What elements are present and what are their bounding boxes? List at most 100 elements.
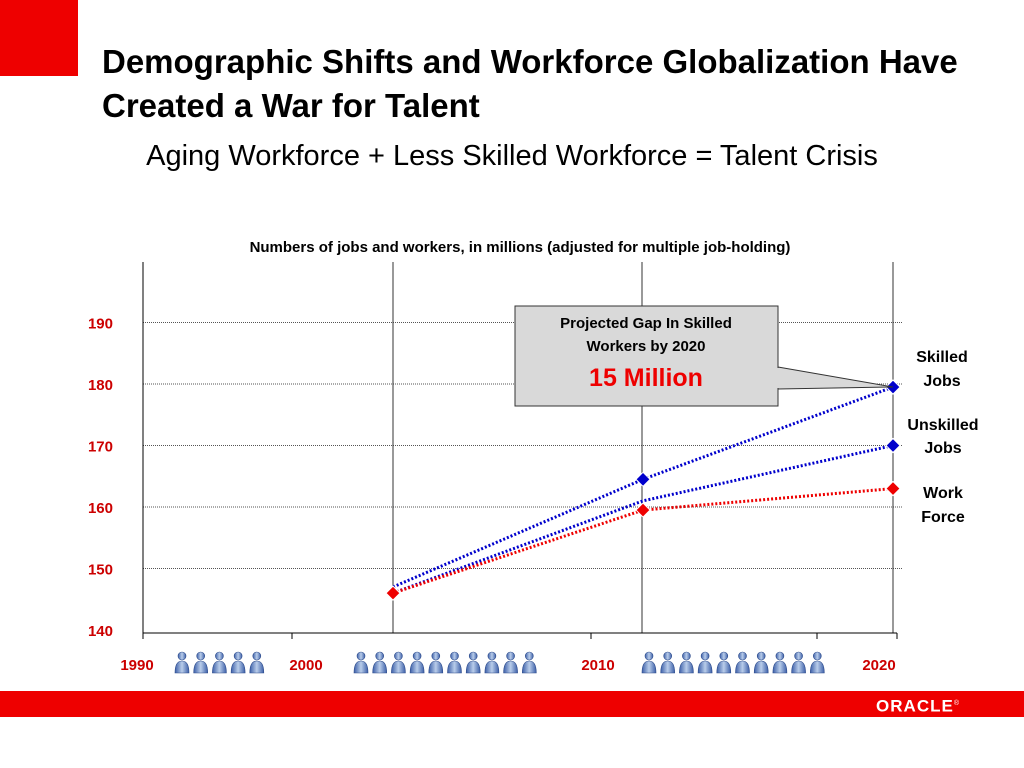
- person-icon: [503, 651, 518, 674]
- person-icon-body: [230, 660, 246, 674]
- person-icon-body: [697, 660, 713, 674]
- person-icon-body: [809, 660, 825, 674]
- label-workforce-line-2: Force: [921, 509, 965, 526]
- person-icon-body: [353, 660, 369, 674]
- person-icon: [791, 651, 806, 674]
- person-icon-body: [660, 660, 676, 674]
- label-workforce-line-1: Work: [923, 485, 963, 502]
- person-icon: [772, 651, 788, 674]
- person-icon-head: [450, 651, 459, 661]
- person-icon: [428, 651, 444, 674]
- callout-box: [514, 305, 779, 407]
- person-icon-head: [738, 651, 747, 661]
- data-point-work-force: [885, 480, 901, 497]
- person-icon-body: [679, 660, 694, 674]
- label-unskilled-line-1: Unskilled: [907, 417, 978, 434]
- y-tick-label: 180: [88, 377, 113, 394]
- person-icon-head: [700, 651, 710, 661]
- person-icon-head: [682, 651, 691, 661]
- person-icon: [391, 651, 406, 674]
- y-tick-label: 170: [88, 439, 113, 456]
- person-icon: [230, 651, 246, 674]
- person-icon-body: [641, 660, 657, 674]
- person-icon: [679, 651, 694, 674]
- person-icon: [753, 651, 769, 674]
- data-point-skilled-jobs: [635, 471, 651, 488]
- person-icon: [484, 651, 500, 674]
- label-skilled-line-2: Jobs: [923, 373, 960, 390]
- chart-markers: [385, 379, 901, 601]
- person-icon: [809, 651, 825, 674]
- person-icon-body: [372, 660, 388, 674]
- person-icon: [193, 651, 209, 674]
- person-icon: [641, 651, 657, 674]
- person-icon: [521, 651, 537, 674]
- data-point-work-force: [385, 585, 401, 601]
- y-tick-label: 190: [88, 316, 113, 333]
- y-tick-label: 140: [88, 623, 113, 640]
- oracle-logo: ORACLE®: [876, 696, 960, 716]
- line-chart: 140 150 160 170 180 190 1990 2000 2010 2020 Numbe…: [88, 239, 979, 674]
- callout-joint: [776, 368, 780, 388]
- person-icon-head: [812, 651, 822, 661]
- person-icon-body: [521, 660, 537, 674]
- callout-line-1: Projected Gap In Skilled: [560, 315, 732, 332]
- x-tick-label: 2000: [289, 657, 322, 674]
- series-labels: Skilled Jobs Unskilled Jobs Work Force: [907, 349, 978, 526]
- oracle-logo-text: ORACLE: [876, 696, 954, 716]
- person-icon: [212, 651, 227, 674]
- person-icon-head: [215, 651, 224, 661]
- series-line-unskilled-jobs: [392, 444, 894, 595]
- footer-bar: [0, 691, 1024, 717]
- person-icon-body: [716, 660, 732, 674]
- person-icon-body: [772, 660, 788, 674]
- x-tick-label: 1990: [120, 657, 153, 674]
- person-icon-head: [412, 651, 422, 661]
- person-icon-head: [233, 651, 243, 661]
- person-icon-body: [249, 660, 265, 674]
- person-icon: [447, 651, 462, 674]
- person-icon-body: [753, 660, 769, 674]
- person-icon-head: [177, 651, 187, 661]
- label-skilled-line-1: Skilled: [916, 349, 968, 366]
- person-icon-body: [465, 660, 481, 674]
- person-icon-head: [794, 651, 803, 661]
- person-icon-head: [468, 651, 478, 661]
- person-icon: [353, 651, 369, 674]
- x-tick-label: 2010: [581, 657, 614, 674]
- person-icon-head: [775, 651, 785, 661]
- person-icon-body: [428, 660, 444, 674]
- person-icon: [174, 651, 190, 674]
- person-icon-body: [791, 660, 806, 674]
- callout-value: 15 Million: [589, 364, 703, 392]
- person-icon-head: [524, 651, 534, 661]
- person-icon: [249, 651, 265, 674]
- person-icon-head: [487, 651, 497, 661]
- person-icon-body: [174, 660, 190, 674]
- chart-axes: 140 150 160 170 180 190 1990 2000 2010 2020: [88, 262, 898, 674]
- person-icon-head: [394, 651, 403, 661]
- person-icon: [716, 651, 732, 674]
- chart-series: [392, 385, 894, 595]
- y-tick-label: 160: [88, 500, 113, 517]
- person-icon-head: [252, 651, 262, 661]
- person-icon-head: [506, 651, 515, 661]
- y-tick-label: 150: [88, 562, 113, 579]
- callout-line-2: Workers by 2020: [587, 338, 706, 355]
- person-icon-head: [644, 651, 654, 661]
- person-icon-head: [356, 651, 366, 661]
- chart-title: Numbers of jobs and workers, in millions…: [250, 239, 791, 256]
- person-icon-body: [212, 660, 227, 674]
- label-unskilled-line-2: Jobs: [924, 440, 961, 457]
- person-icon-head: [756, 651, 766, 661]
- person-icon-body: [503, 660, 518, 674]
- person-icon-body: [409, 660, 425, 674]
- slide-title: Demographic Shifts and Workforce Globali…: [102, 43, 958, 124]
- person-icon-head: [431, 651, 441, 661]
- person-icon-head: [196, 651, 205, 661]
- slide-subtitle: Aging Workforce + Less Skilled Workforce…: [146, 140, 878, 172]
- person-icon: [409, 651, 425, 674]
- worker-icons: [174, 651, 825, 674]
- callout-pointer: [777, 366, 894, 390]
- person-icon: [697, 651, 713, 674]
